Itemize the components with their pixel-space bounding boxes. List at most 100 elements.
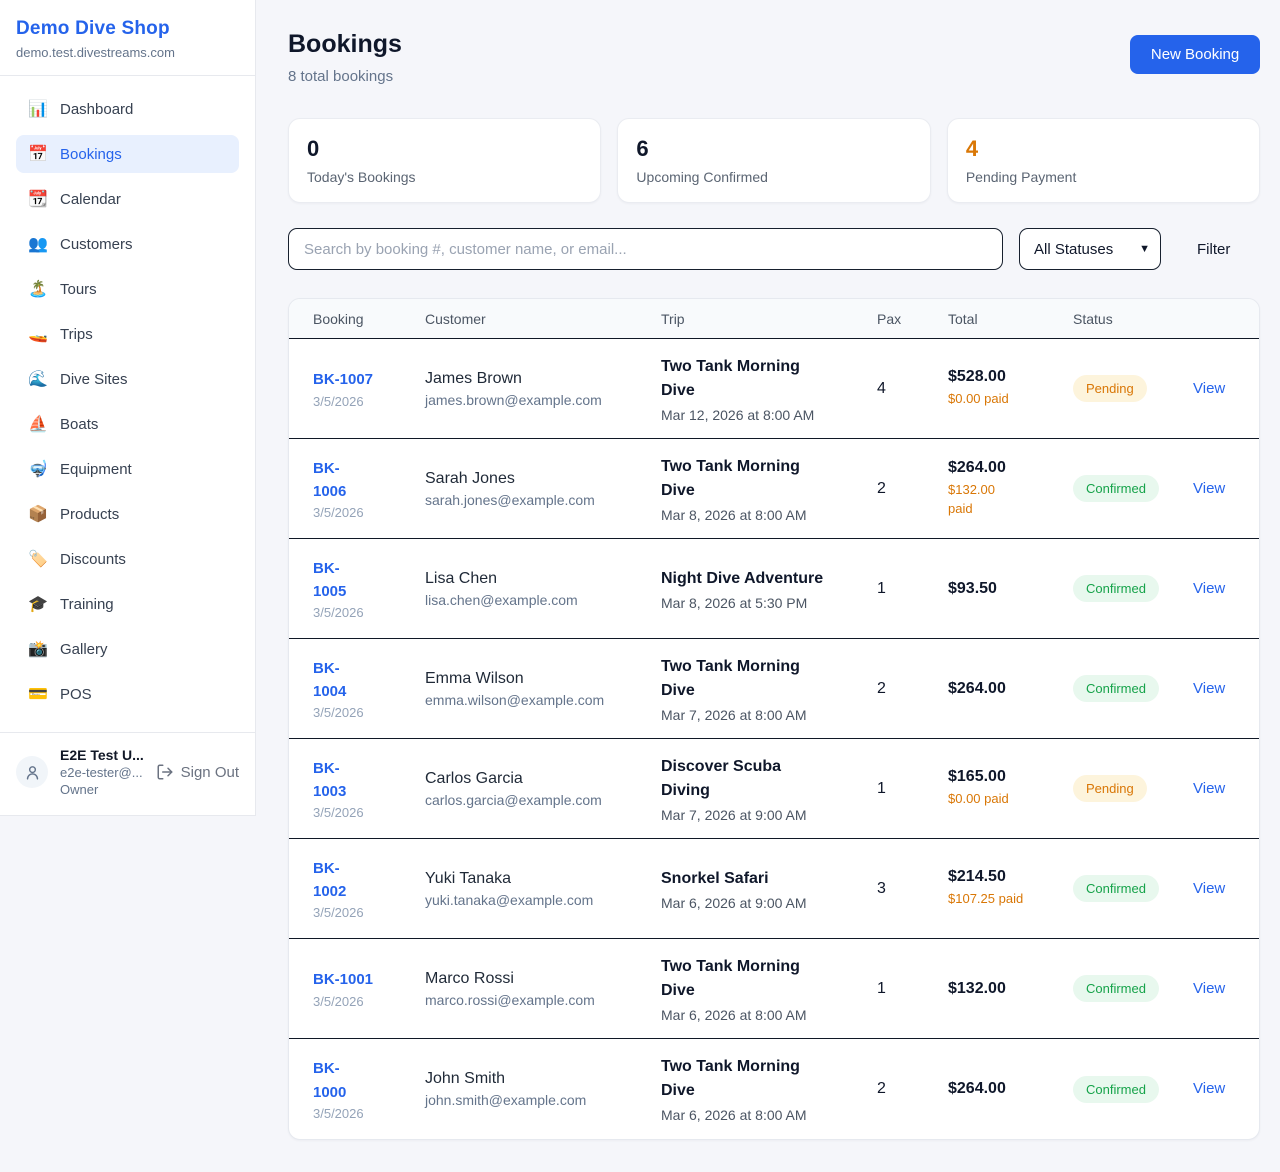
sidebar-item-discounts[interactable]: 🏷️ Discounts: [16, 540, 239, 578]
booking-id-link[interactable]: BK-1001: [313, 971, 374, 989]
nav-item-icon: 📸: [28, 641, 48, 658]
view-link[interactable]: View: [1193, 779, 1226, 797]
sidebar-item-dive-sites[interactable]: 🌊 Dive Sites: [16, 360, 239, 398]
page-header: Bookings 8 total bookings New Booking: [288, 30, 1261, 85]
avatar: [16, 756, 48, 788]
sidebar-item-label: Training: [60, 595, 114, 613]
booking-id-link[interactable]: BK-1007: [313, 371, 374, 389]
trip-cell: Two Tank Morning Dive Mar 6, 2026 at 8:0…: [661, 1055, 877, 1123]
main-content: Bookings 8 total bookings New Booking 0 …: [256, 0, 1280, 1172]
sidebar-item-tours[interactable]: 🏝️ Tours: [16, 270, 239, 308]
sidebar-item-training[interactable]: 🎓 Training: [16, 585, 239, 623]
booking-id-link[interactable]: BK- 1004: [313, 659, 347, 700]
table-row: BK- 1005 3/5/2026 Lisa Chen lisa.chen@ex…: [289, 539, 1260, 639]
booking-cell: BK- 1005 3/5/2026: [313, 557, 425, 621]
table-row: BK-1007 3/5/2026 James Brown james.brown…: [289, 339, 1260, 439]
stat-card-todays-bookings: 0 Today's Bookings: [288, 118, 602, 203]
booking-id-link[interactable]: BK- 1000: [313, 1060, 347, 1101]
pax-cell: 1: [877, 979, 886, 997]
status-badge: Confirmed: [1073, 875, 1159, 902]
sidebar-item-pos[interactable]: 💳 POS: [16, 675, 239, 713]
sidebar-item-label: Customers: [60, 235, 133, 253]
column-header-total: Total: [948, 310, 978, 327]
customer-cell: Sarah Jones sarah.jones@example.com: [425, 470, 661, 508]
shop-logo-block: Demo Dive Shop demo.test.divestreams.com: [0, 0, 255, 76]
trip-cell: Two Tank Morning Dive Mar 8, 2026 at 8:0…: [661, 455, 877, 523]
pax-cell: 2: [877, 1080, 886, 1097]
sidebar-item-customers[interactable]: 👥 Customers: [16, 225, 239, 263]
pax-cell: 4: [877, 379, 886, 397]
view-link[interactable]: View: [1193, 579, 1226, 597]
sidebar-item-dashboard[interactable]: 📊 Dashboard: [16, 90, 239, 128]
view-link[interactable]: View: [1193, 879, 1226, 897]
nav-item-icon: 🏝️: [28, 281, 48, 298]
sidebar-item-gallery[interactable]: 📸 Gallery: [16, 630, 239, 668]
sidebar-item-boats[interactable]: ⛵ Boats: [16, 405, 239, 443]
trip-datetime: Mar 7, 2026 at 9:00 AM: [661, 806, 807, 823]
trip-cell: Snorkel Safari Mar 6, 2026 at 9:00 AM: [661, 867, 877, 911]
sidebar-item-label: Boats: [60, 415, 99, 433]
table-row: BK- 1004 3/5/2026 Emma Wilson emma.wilso…: [289, 639, 1260, 739]
total-amount: $528.00: [948, 368, 1006, 386]
customer-name: Sarah Jones: [425, 469, 515, 487]
total-cell: $165.00 $0.00 paid: [948, 768, 1073, 809]
trip-datetime: Mar 8, 2026 at 5:30 PM: [661, 594, 808, 611]
total-cell: $264.00: [948, 1080, 1073, 1098]
trip-name: Snorkel Safari: [661, 869, 769, 887]
sidebar-item-equipment[interactable]: 🤿 Equipment: [16, 450, 239, 488]
pax-cell: 1: [877, 579, 886, 597]
booking-id-link[interactable]: BK- 1002: [313, 859, 347, 900]
booking-id-link[interactable]: BK- 1006: [313, 459, 347, 500]
stat-card-pending-payment: 4 Pending Payment: [946, 118, 1261, 203]
booking-cell: BK- 1006 3/5/2026: [313, 457, 425, 521]
column-header-booking: Booking: [313, 310, 364, 327]
status-badge: Pending: [1073, 375, 1147, 402]
booking-id-link[interactable]: BK- 1005: [313, 559, 347, 600]
stat-card-upcoming-confirmed: 6 Upcoming Confirmed: [617, 118, 931, 203]
nav-item-icon: 📅: [28, 146, 48, 163]
status-cell: Confirmed: [1073, 675, 1193, 702]
status-filter-select[interactable]: All Statuses: [1019, 228, 1161, 270]
filter-button[interactable]: Filter: [1197, 240, 1231, 258]
view-link[interactable]: View: [1193, 479, 1226, 497]
new-booking-button[interactable]: New Booking: [1129, 35, 1261, 74]
sidebar-nav: 📊 Dashboard 📅 Bookings 📆 Calendar 👥 Cust…: [0, 76, 255, 728]
trip-name: Two Tank Morning Dive: [661, 457, 800, 499]
view-link[interactable]: View: [1193, 379, 1226, 397]
booking-date: 3/5/2026: [313, 1105, 364, 1121]
sidebar-item-label: Gallery: [60, 640, 108, 658]
bookings-table-body: BK-1007 3/5/2026 James Brown james.brown…: [289, 339, 1260, 1139]
status-cell: Confirmed: [1073, 475, 1193, 502]
user-role: Owner: [60, 782, 99, 797]
sidebar-item-products[interactable]: 📦 Products: [16, 495, 239, 533]
sidebar-item-bookings[interactable]: 📅 Bookings: [16, 135, 239, 173]
sidebar-item-label: POS: [60, 685, 92, 703]
status-badge: Confirmed: [1073, 975, 1159, 1002]
bookings-table: Booking Customer Trip Pax Total Status B…: [288, 298, 1261, 1140]
paid-amount: $0.00 paid: [948, 791, 1009, 807]
booking-id-link[interactable]: BK- 1003: [313, 759, 347, 800]
stat-value: 0: [307, 136, 320, 161]
sidebar-item-trips[interactable]: 🚤 Trips: [16, 315, 239, 353]
column-header-status: Status: [1073, 310, 1113, 327]
sidebar-panel: Demo Dive Shop demo.test.divestreams.com…: [0, 0, 256, 816]
status-cell: Pending: [1073, 375, 1193, 402]
view-link[interactable]: View: [1193, 679, 1226, 697]
status-badge: Pending: [1073, 775, 1147, 802]
trip-cell: Discover Scuba Diving Mar 7, 2026 at 9:0…: [661, 755, 877, 823]
trip-name: Two Tank Morning Dive: [661, 957, 800, 999]
actions-cell: View: [1193, 980, 1239, 998]
customer-cell: Yuki Tanaka yuki.tanaka@example.com: [425, 870, 661, 908]
view-link[interactable]: View: [1193, 979, 1226, 997]
sign-out-button[interactable]: Sign Out: [156, 763, 239, 781]
total-cell: $264.00: [948, 680, 1073, 698]
customer-cell: Lisa Chen lisa.chen@example.com: [425, 570, 661, 608]
user-block: E2E Test U... e2e-tester@... Owner Sign …: [0, 732, 255, 815]
view-link[interactable]: View: [1193, 1080, 1226, 1097]
page-subtitle: 8 total bookings: [288, 68, 394, 85]
sidebar-item-calendar[interactable]: 📆 Calendar: [16, 180, 239, 218]
booking-date: 3/5/2026: [313, 705, 364, 721]
search-input[interactable]: [288, 228, 1003, 270]
status-cell: Confirmed: [1073, 575, 1193, 602]
customer-cell: Marco Rossi marco.rossi@example.com: [425, 970, 661, 1008]
